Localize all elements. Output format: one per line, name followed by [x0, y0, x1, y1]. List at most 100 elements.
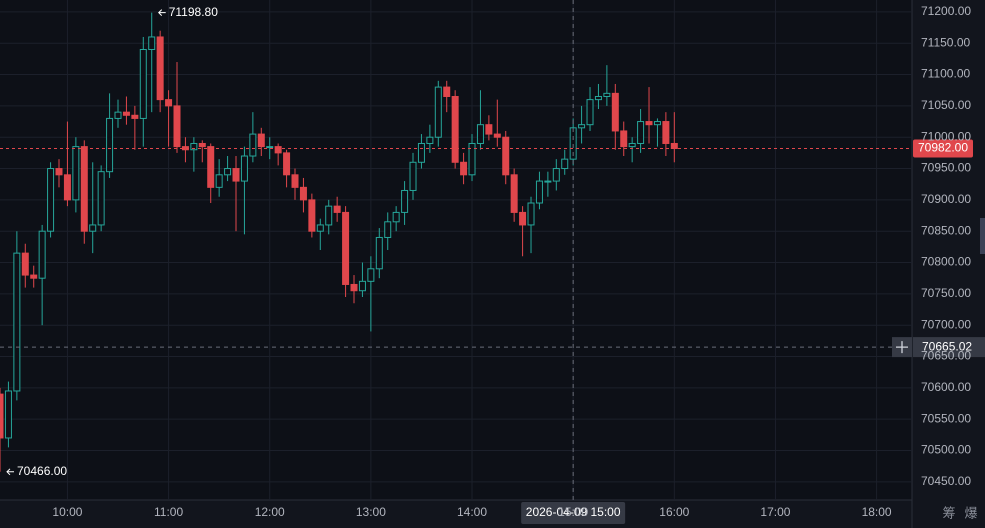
side-tab[interactable]	[980, 218, 985, 254]
candle-body	[47, 168, 55, 232]
marker-label: 71198.80	[169, 5, 218, 19]
toolbar-icon[interactable]: 筹	[942, 505, 955, 520]
y-tick-label: 71200.00	[921, 4, 971, 18]
candle-body	[89, 224, 97, 232]
crosshair-price-box	[913, 337, 985, 358]
candle-body	[670, 142, 678, 149]
candle-body	[468, 142, 476, 176]
x-tick-label: 15:00	[558, 505, 588, 519]
candle-body	[535, 180, 543, 204]
y-tick-label: 70750.00	[921, 286, 971, 300]
toolbar-icon[interactable]: 爆	[964, 505, 977, 520]
x-tick-label: 10:00	[52, 505, 82, 519]
candle-body	[266, 146, 274, 149]
y-tick-label: 71150.00	[921, 35, 970, 49]
candle-body	[249, 133, 257, 157]
candle-body	[409, 161, 417, 191]
candle-body	[476, 124, 484, 144]
candle-body	[603, 92, 611, 97]
candle-body	[662, 121, 670, 144]
candle-body	[207, 146, 215, 188]
y-tick-label: 70850.00	[921, 223, 971, 237]
y-tick-label: 71100.00	[921, 67, 970, 81]
plus-icon	[896, 341, 908, 354]
candle-body	[519, 211, 527, 226]
candle-body	[316, 224, 324, 232]
candle-body	[257, 133, 265, 148]
candle-body	[308, 199, 316, 232]
y-tick-label: 70900.00	[921, 192, 971, 206]
candle-body	[645, 121, 653, 126]
price-axis	[912, 0, 985, 528]
x-tick-label: 16:00	[659, 505, 689, 519]
x-tick-label: 14:00	[457, 505, 487, 519]
candle-body	[224, 168, 232, 176]
candle-body	[114, 111, 122, 119]
candle-body	[426, 136, 434, 144]
candle-body	[156, 36, 164, 101]
candle-body	[392, 211, 400, 223]
candle-body	[30, 274, 38, 279]
y-tick-label: 70450.00	[921, 474, 971, 488]
x-tick-label: 17:00	[760, 505, 790, 519]
candle-body	[240, 155, 248, 182]
candle-body	[637, 121, 645, 144]
candle-body	[358, 280, 366, 292]
marker-arrow	[6, 468, 14, 476]
candle-body	[55, 168, 63, 176]
candle-body	[510, 174, 518, 213]
y-tick-label: 70800.00	[921, 255, 971, 269]
candle-body	[4, 390, 12, 439]
candle-body	[367, 268, 375, 282]
last-price-box	[913, 139, 973, 158]
x-tick-label: 12:00	[255, 505, 285, 519]
time-axis	[0, 500, 912, 528]
candle-body	[13, 252, 21, 392]
y-tick-label: 70650.00	[921, 349, 971, 363]
x-tick-label: 18:00	[862, 505, 892, 519]
candle-body	[350, 283, 358, 292]
candle-body	[653, 121, 661, 126]
candle-body	[122, 111, 130, 116]
candle-body	[628, 142, 636, 148]
candle-body	[493, 133, 501, 138]
y-tick-label: 70600.00	[921, 380, 971, 394]
candle-body	[544, 180, 552, 183]
candle-body	[173, 105, 181, 148]
candle-body	[401, 189, 409, 213]
candle-body	[72, 146, 80, 201]
candle-body	[417, 142, 425, 163]
candle-body	[578, 124, 586, 129]
y-tick-label: 71000.00	[921, 129, 971, 143]
candle-body	[131, 114, 139, 119]
marker-label: 70466.00	[17, 464, 67, 478]
candle-body	[333, 205, 341, 213]
candle-body	[198, 142, 206, 148]
candle-body	[63, 174, 71, 201]
y-tick-label: 71050.00	[921, 98, 971, 112]
marker-arrow	[158, 9, 166, 17]
candle-body	[21, 252, 29, 276]
candle-body	[0, 393, 4, 439]
candle-body	[443, 86, 451, 97]
candle-body	[569, 127, 577, 160]
candle-body	[384, 221, 392, 238]
candle-body	[38, 230, 46, 279]
candle-body	[451, 95, 459, 163]
candle-body	[586, 99, 594, 126]
candle-body	[485, 124, 493, 135]
candle-body	[80, 146, 88, 232]
crosshair-price-label: 70665.02	[922, 339, 972, 353]
crosshair-time-label: 2026-04-09 15:00	[526, 505, 621, 519]
y-tick-label: 70500.00	[921, 443, 971, 457]
x-tick-label: 13:00	[356, 505, 386, 519]
candle-body	[594, 95, 602, 101]
candle-body	[561, 158, 569, 170]
candle-body	[502, 136, 510, 176]
candle-body	[434, 86, 442, 138]
y-tick-label: 70950.00	[921, 161, 971, 175]
candle-body	[342, 211, 350, 285]
candle-body	[148, 36, 156, 50]
